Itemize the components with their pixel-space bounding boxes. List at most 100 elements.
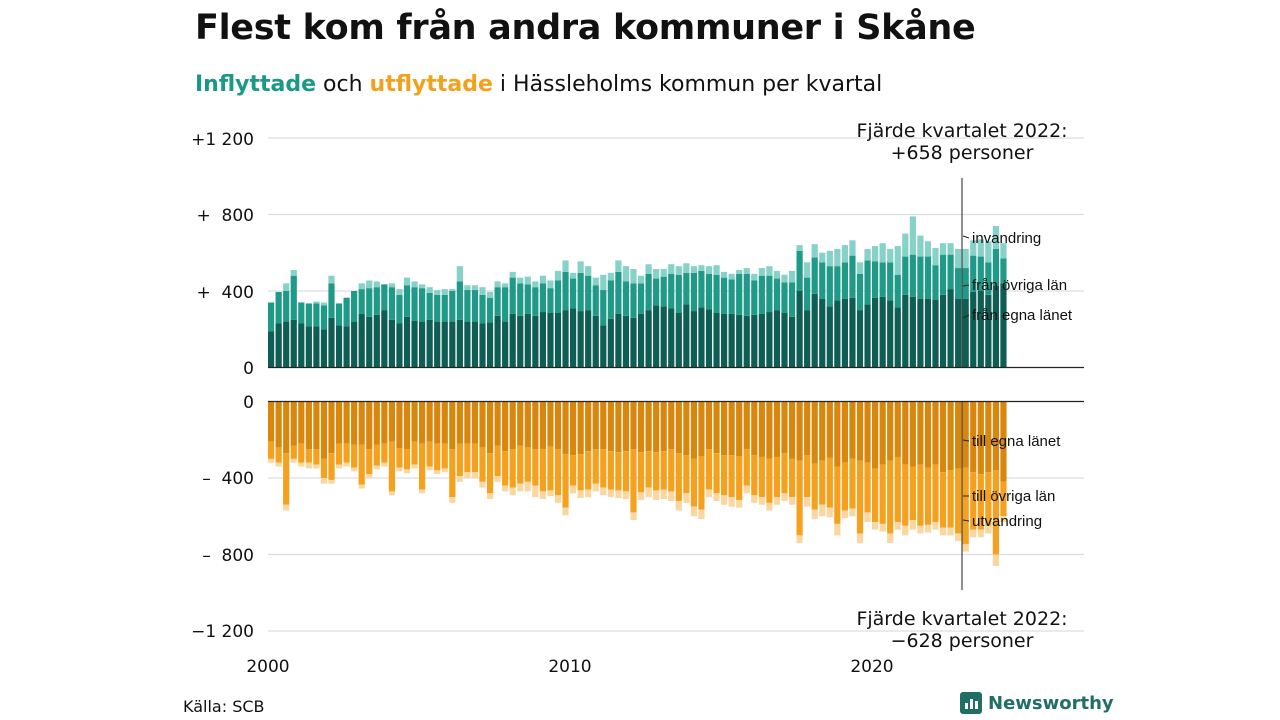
- bar-in-immigration-83: [894, 246, 901, 275]
- bar-out-local-1: [275, 401, 282, 448]
- bar-out-region-12: [358, 444, 365, 485]
- bar-out-region-91: [955, 468, 962, 534]
- bar-out-region-89: [939, 472, 947, 528]
- bar-out-region-51: [653, 452, 660, 491]
- bar-out-emigration-82: [887, 533, 894, 544]
- bar-out-emigration-32: [509, 487, 516, 496]
- bar-in-immigration-60: [721, 271, 728, 278]
- bar-out-emigration-78: [856, 533, 864, 544]
- bar-in-immigration-24: [449, 289, 456, 291]
- bar-out-region-48: [630, 449, 637, 513]
- bar-in-immigration-54: [675, 266, 682, 275]
- bar-in-local-43: [592, 315, 599, 368]
- bar-out-local-12: [358, 401, 365, 445]
- bar-in-immigration-92: [962, 248, 969, 269]
- bar-out-local-73: [819, 401, 826, 461]
- bar-out-local-60: [721, 401, 728, 456]
- label-leader-in-1: [962, 284, 970, 287]
- bar-in-local-93: [970, 291, 977, 368]
- bar-in-local-14: [373, 314, 380, 368]
- bar-in-region-74: [826, 266, 833, 307]
- bar-in-local-87: [924, 298, 932, 368]
- bar-out-emigration-16: [388, 491, 395, 496]
- bar-in-region-32: [509, 277, 516, 314]
- bar-in-immigration-41: [577, 261, 584, 273]
- bar-out-emigration-36: [539, 491, 546, 500]
- bar-in-immigration-33: [517, 277, 524, 284]
- bar-out-region-44: [600, 449, 607, 488]
- bar-out-local-11: [351, 401, 358, 445]
- bar-out-local-37: [547, 401, 554, 447]
- bar-in-region-22: [434, 294, 441, 322]
- bar-in-local-66: [766, 312, 773, 368]
- bar-out-region-81: [879, 464, 886, 524]
- bar-in-immigration-80: [872, 246, 879, 262]
- bar-in-immigration-61: [728, 273, 735, 280]
- bar-in-local-75: [834, 300, 841, 368]
- bar-in-immigration-21: [426, 287, 433, 293]
- bar-out-emigration-19: [411, 464, 418, 469]
- bar-in-local-2: [283, 321, 290, 368]
- bar-out-region-27: [471, 443, 479, 473]
- x-tick-2010: 2010: [548, 657, 591, 677]
- bar-in-local-50: [645, 310, 652, 368]
- bar-out-emigration-76: [841, 510, 848, 519]
- bar-in-immigration-26: [464, 285, 471, 291]
- label-utvandring: utvandring: [972, 513, 1042, 530]
- bar-out-region-55: [683, 455, 690, 494]
- bar-in-local-3: [290, 319, 297, 368]
- bar-in-region-1: [275, 291, 282, 324]
- bar-out-region-46: [615, 452, 622, 491]
- bar-in-region-13: [366, 288, 373, 317]
- bar-in-region-95: [985, 262, 992, 295]
- bar-out-region-95: [985, 472, 992, 526]
- bar-out-region-21: [426, 441, 433, 467]
- bar-out-local-72: [811, 401, 818, 464]
- bar-out-emigration-66: [766, 502, 773, 511]
- bar-in-region-37: [547, 288, 554, 313]
- bar-in-region-33: [517, 283, 524, 316]
- bar-out-local-47: [622, 401, 630, 452]
- bar-out-emigration-59: [713, 493, 720, 501]
- bar-out-emigration-40: [570, 485, 577, 494]
- bar-out-region-20: [419, 443, 426, 490]
- bar-out-region-24: [449, 449, 456, 498]
- bar-in-local-74: [826, 306, 833, 368]
- bar-out-local-79: [864, 401, 871, 463]
- bar-in-immigration-89: [939, 243, 947, 255]
- bar-in-local-1: [275, 323, 282, 368]
- bar-out-emigration-4: [298, 462, 305, 467]
- bar-out-local-78: [856, 401, 864, 461]
- y-tick-bottom-400: – 400: [202, 469, 254, 489]
- bar-in-local-28: [479, 323, 486, 368]
- bar-out-local-84: [902, 401, 909, 465]
- bar-in-immigration-93: [970, 240, 977, 256]
- bar-out-region-2: [283, 453, 290, 505]
- bar-in-local-44: [600, 325, 607, 368]
- bar-in-region-90: [947, 254, 954, 290]
- bar-out-local-89: [939, 401, 947, 473]
- bar-out-local-40: [570, 401, 577, 456]
- bar-out-region-0: [268, 441, 275, 459]
- bar-out-emigration-54: [675, 500, 682, 511]
- bar-out-region-77: [849, 458, 856, 509]
- bar-in-region-34: [524, 284, 531, 314]
- bar-out-region-40: [570, 455, 577, 486]
- bar-out-region-19: [411, 441, 418, 465]
- bar-in-local-36: [539, 312, 546, 368]
- bar-out-local-68: [781, 401, 788, 454]
- bar-in-immigration-96: [992, 225, 999, 249]
- bar-in-immigration-3: [290, 269, 297, 276]
- bar-out-region-10: [343, 443, 350, 463]
- bar-out-emigration-87: [924, 524, 932, 533]
- bar-out-region-57: [698, 456, 705, 510]
- bar-in-local-38: [554, 312, 562, 368]
- bar-in-region-16: [388, 287, 395, 320]
- bar-out-region-6: [313, 449, 320, 465]
- bar-in-immigration-6: [313, 301, 320, 304]
- bar-out-region-71: [804, 455, 811, 498]
- bar-out-local-3: [290, 401, 297, 446]
- bar-in-region-7: [320, 305, 328, 330]
- bar-in-local-63: [743, 315, 750, 368]
- bar-in-immigration-45: [607, 272, 614, 281]
